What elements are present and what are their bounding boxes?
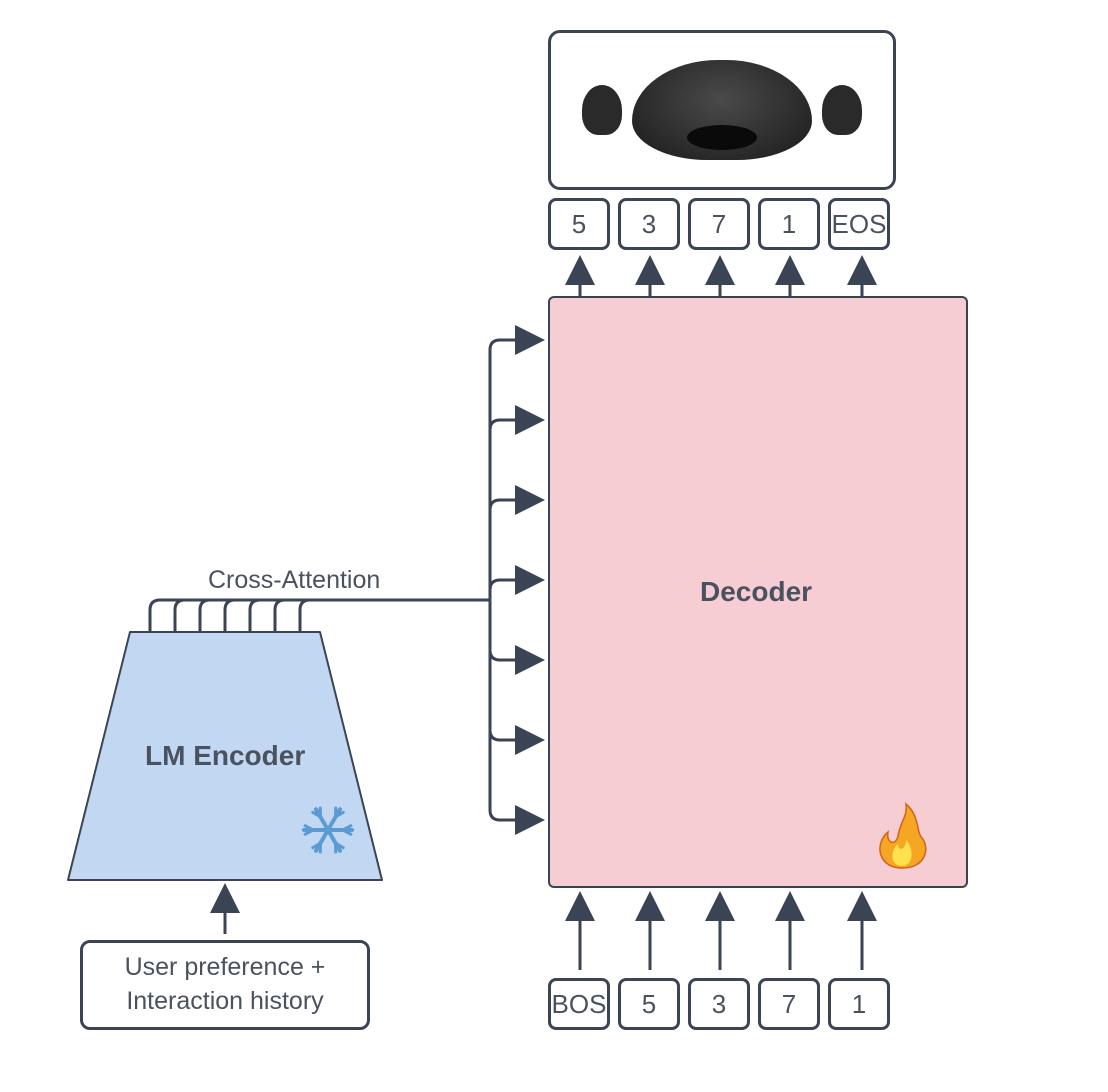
cross-attention-branch-2 <box>490 500 542 600</box>
cross-attention-branch-6 <box>490 600 542 820</box>
input-token-3: 7 <box>758 978 820 1030</box>
cross-attention-branch-1 <box>490 420 542 600</box>
output-token-2: 7 <box>688 198 750 250</box>
vr-headset-icon <box>632 60 812 160</box>
input-line2: Interaction history <box>126 987 323 1015</box>
input-token-1: 5 <box>618 978 680 1030</box>
cross-attention-branch-3 <box>490 580 542 600</box>
cross-attention-label: Cross-Attention <box>208 566 380 595</box>
output-token-0: 5 <box>548 198 610 250</box>
vr-controller-left <box>582 85 622 135</box>
output-product-image <box>548 30 896 190</box>
output-token-1: 3 <box>618 198 680 250</box>
decoder-label: Decoder <box>700 576 812 608</box>
input-token-2: 3 <box>688 978 750 1030</box>
input-token-row: BOS5371 <box>548 978 890 1030</box>
cross-attention-branch-5 <box>490 600 542 740</box>
cross-attention-branch-0 <box>490 340 542 600</box>
encoder-input-box: User preference + Interaction history <box>80 940 370 1030</box>
input-token-4: 1 <box>828 978 890 1030</box>
encoder-label: LM Encoder <box>145 740 305 772</box>
vr-controller-right <box>822 85 862 135</box>
input-token-0: BOS <box>548 978 610 1030</box>
diagram-canvas: 5371EOS Decoder LM Encoder Cross-Attenti… <box>0 0 1108 1092</box>
output-token-3: 1 <box>758 198 820 250</box>
cross-attention-branch-4 <box>490 600 542 660</box>
input-line1: User preference + <box>125 953 326 981</box>
snowflake-icon <box>304 808 352 852</box>
output-token-4: EOS <box>828 198 890 250</box>
output-token-row: 5371EOS <box>548 198 890 250</box>
